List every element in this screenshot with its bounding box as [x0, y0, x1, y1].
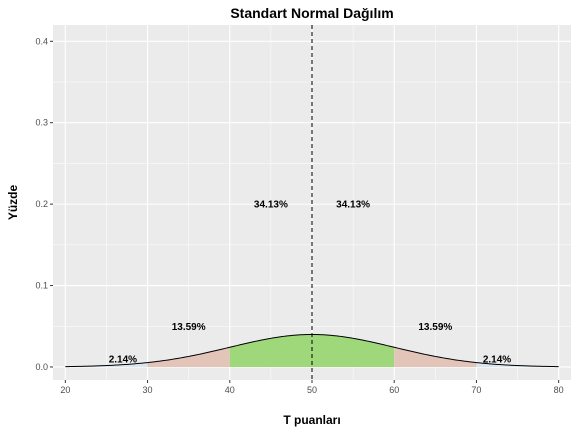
chart-title: Standart Normal Dağılım — [230, 5, 393, 21]
band-6 — [476, 362, 559, 367]
x-tick-label: 20 — [60, 385, 70, 395]
x-tick-label: 80 — [554, 385, 564, 395]
x-tick-label: 50 — [307, 385, 317, 395]
y-axis: 0.0 0.1 0.2 0.3 0.4 — [35, 36, 53, 372]
x-tick-label: 70 — [471, 385, 481, 395]
x-axis-title: T puanları — [283, 413, 340, 427]
band-label-5: 13.59% — [418, 322, 452, 333]
band-label-2: 13.59% — [172, 322, 206, 333]
y-tick-label: 0.1 — [35, 281, 48, 291]
y-tick-label: 0.2 — [35, 199, 48, 209]
band-1 — [65, 362, 148, 367]
y-tick-label: 0.0 — [35, 362, 48, 372]
x-tick-label: 30 — [143, 385, 153, 395]
band-label-6: 2.14% — [483, 354, 511, 365]
x-tick-label: 40 — [225, 385, 235, 395]
y-axis-title: Yüzde — [6, 185, 20, 221]
y-tick-label: 0.3 — [35, 118, 48, 128]
band-labels: 2.14% 13.59% 34.13% 34.13% 13.59% 2.14% — [109, 200, 512, 366]
y-tick-label: 0.4 — [35, 36, 48, 46]
x-tick-label: 60 — [389, 385, 399, 395]
x-axis: 20 30 40 50 60 70 80 — [60, 380, 564, 395]
band-label-3: 34.13% — [254, 200, 288, 211]
band-label-1: 2.14% — [109, 354, 137, 365]
band-label-4: 34.13% — [336, 200, 370, 211]
